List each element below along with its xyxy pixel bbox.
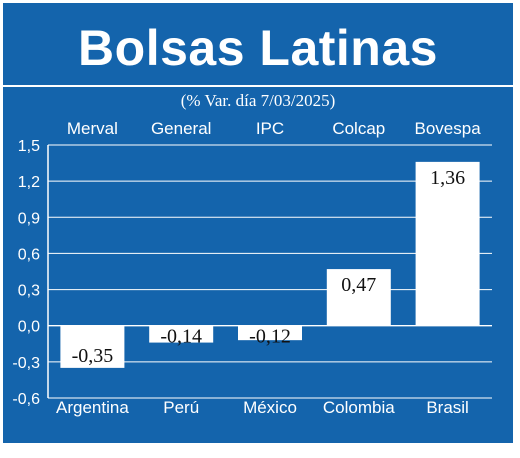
bar-brasil <box>415 161 480 326</box>
category-label: Brasil <box>426 398 469 417</box>
bar-colombia <box>326 269 391 326</box>
index-label: Colcap <box>332 119 385 138</box>
y-tick-label: 0,6 <box>18 246 40 263</box>
bar-méxico <box>238 325 302 341</box>
y-tick-label: 0,3 <box>18 283 40 300</box>
bar-argentina <box>60 325 125 368</box>
category-label: México <box>243 398 297 417</box>
y-tick-label: 1,2 <box>18 174 40 191</box>
bar-value-label: -0,35 <box>72 345 114 367</box>
y-tick-label: 0,9 <box>18 210 40 227</box>
chart-title: Bolsas Latinas <box>78 20 438 76</box>
y-tick-label: -0,3 <box>12 355 40 372</box>
category-label: Perú <box>163 398 199 417</box>
bar-value-label: -0,14 <box>160 326 202 348</box>
chart-subtitle: (% Var. día 7/03/2025) <box>180 91 336 110</box>
category-label: Colombia <box>323 398 395 417</box>
bar-perú <box>149 325 214 343</box>
bar-value-label: -0,12 <box>249 326 291 348</box>
title-divider <box>3 85 513 87</box>
index-label: Bovespa <box>415 119 482 138</box>
index-label: General <box>151 119 211 138</box>
y-tick-label: 1,5 <box>18 138 40 155</box>
bar-value-label: 1,36 <box>430 167 465 189</box>
y-tick-label: 0,0 <box>18 319 40 336</box>
bar-value-label: 0,47 <box>341 274 376 296</box>
y-tick-label: -0,6 <box>12 391 40 408</box>
category-label: Argentina <box>56 398 129 417</box>
index-label: IPC <box>256 119 284 138</box>
index-label: Merval <box>67 119 118 138</box>
